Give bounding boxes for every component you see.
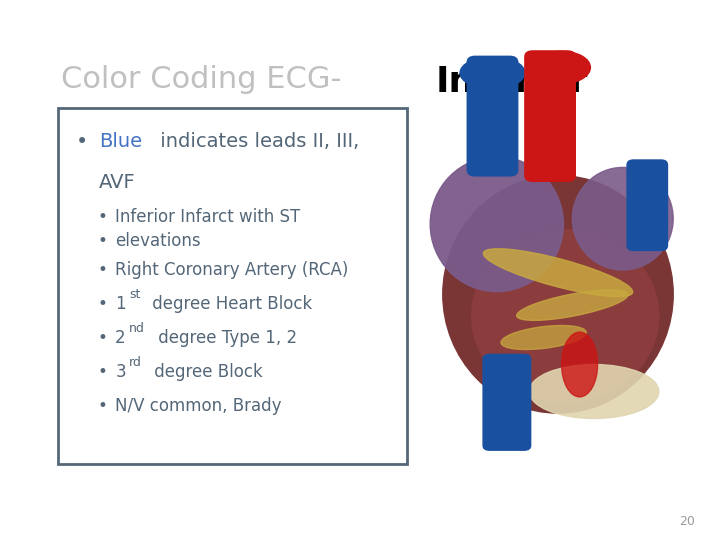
- Text: degree Type 1, 2: degree Type 1, 2: [153, 329, 297, 347]
- Text: elevations: elevations: [115, 232, 201, 251]
- Text: •: •: [97, 295, 107, 313]
- Text: •: •: [97, 208, 107, 226]
- Ellipse shape: [483, 249, 633, 296]
- Text: st: st: [129, 288, 140, 301]
- Ellipse shape: [431, 157, 564, 292]
- Ellipse shape: [443, 176, 673, 413]
- Text: degree Block: degree Block: [149, 363, 263, 381]
- Text: •: •: [97, 397, 107, 415]
- Text: indicates leads II, III,: indicates leads II, III,: [154, 132, 359, 151]
- Text: 1: 1: [115, 295, 126, 313]
- Text: •: •: [76, 132, 88, 152]
- Text: •: •: [97, 261, 107, 279]
- Text: nd: nd: [129, 322, 145, 335]
- Text: st: st: [130, 288, 141, 301]
- Text: rd: rd: [129, 356, 142, 369]
- Ellipse shape: [501, 326, 586, 349]
- FancyBboxPatch shape: [626, 159, 668, 251]
- Text: rd: rd: [130, 356, 143, 369]
- Ellipse shape: [529, 364, 659, 418]
- Text: Inferior: Inferior: [436, 65, 588, 99]
- Text: 3: 3: [115, 363, 126, 381]
- Text: N/V common, Brady: N/V common, Brady: [115, 397, 282, 415]
- Text: nd: nd: [130, 322, 145, 335]
- Text: Inferior Infarct with ST: Inferior Infarct with ST: [115, 208, 300, 226]
- Ellipse shape: [572, 167, 673, 270]
- Text: Right Coronary Artery (RCA): Right Coronary Artery (RCA): [115, 261, 348, 279]
- FancyBboxPatch shape: [58, 108, 407, 464]
- Ellipse shape: [460, 57, 525, 89]
- Text: •: •: [97, 329, 107, 347]
- Text: Blue: Blue: [99, 132, 142, 151]
- Ellipse shape: [517, 290, 628, 320]
- Text: •: •: [97, 232, 107, 251]
- Text: degree Heart Block: degree Heart Block: [147, 295, 312, 313]
- Text: AVF: AVF: [99, 173, 135, 192]
- Ellipse shape: [472, 230, 659, 402]
- FancyBboxPatch shape: [524, 50, 576, 182]
- FancyBboxPatch shape: [467, 56, 518, 177]
- Ellipse shape: [533, 51, 590, 84]
- FancyBboxPatch shape: [482, 354, 531, 451]
- Ellipse shape: [562, 332, 598, 397]
- Text: 20: 20: [679, 515, 695, 528]
- Text: Color Coding ECG-: Color Coding ECG-: [61, 65, 351, 94]
- Text: •: •: [97, 363, 107, 381]
- Text: 2: 2: [115, 329, 126, 347]
